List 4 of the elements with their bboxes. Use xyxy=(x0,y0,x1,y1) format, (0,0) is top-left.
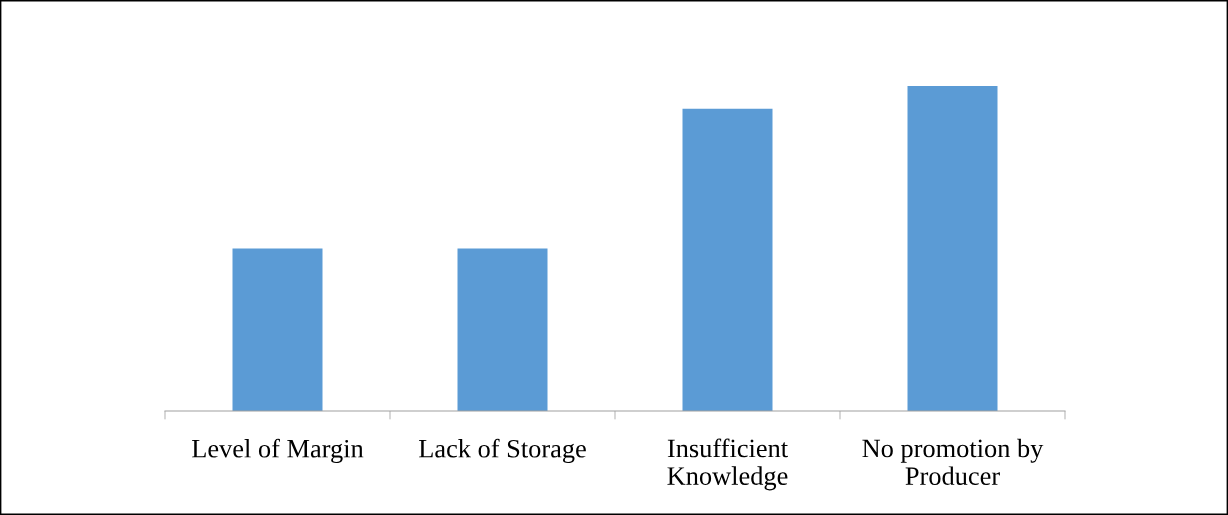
x-tick-label: Insufficient Knowledge xyxy=(667,438,788,491)
x-tick-label: Lack of Storage xyxy=(419,438,586,464)
x-tick-label: Level of Margin xyxy=(192,438,364,464)
x-tick-label: No promotion by Producer xyxy=(862,438,1044,486)
